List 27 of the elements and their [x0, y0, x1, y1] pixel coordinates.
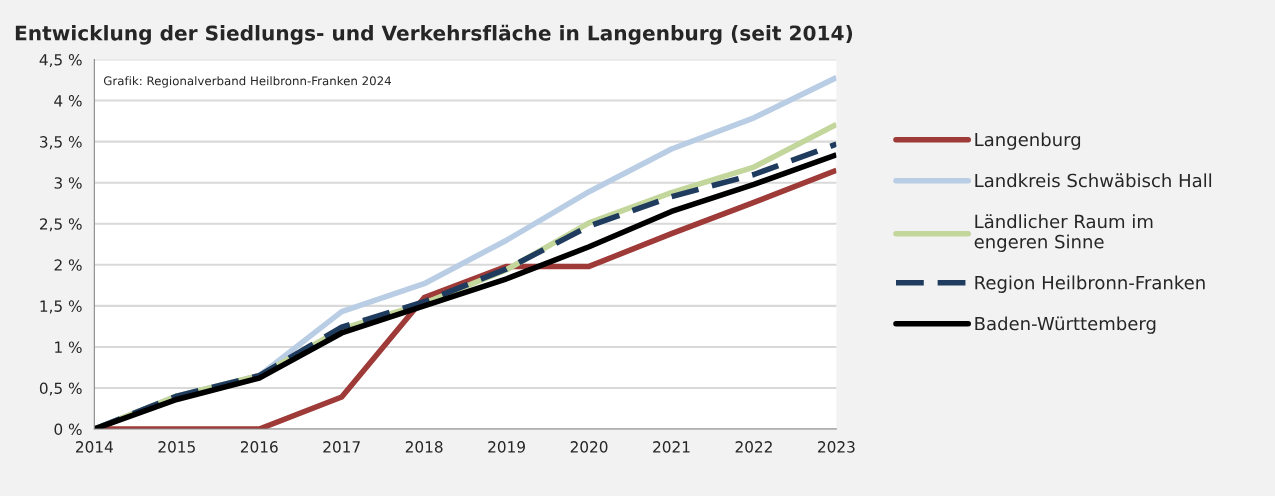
legend-label: Baden-Württemberg	[975, 316, 1156, 334]
legend-label: Region Heilbronn-Franken	[975, 275, 1205, 293]
x-tick-label: 2019	[488, 441, 525, 453]
y-tick-label: 0 %	[54, 423, 82, 436]
chart-title: Entwicklung der Siedlungs- und Verkehrsfläche in Langenburg (seit 2014)	[15, 24, 853, 45]
x-tick-label: 2020	[570, 441, 608, 453]
legend-label: Langenburg	[975, 132, 1081, 150]
y-tick-label: 3 %	[54, 177, 82, 189]
x-tick-label: 2017	[323, 441, 360, 453]
y-tick-label: 0,5 %	[39, 382, 82, 396]
y-tick-label: 4,5 %	[39, 53, 82, 68]
x-tick-label: 2023	[818, 441, 855, 453]
y-tick-label: 1,5 %	[40, 300, 82, 314]
x-tick-label: 2016	[240, 441, 278, 453]
x-tick-label: 2015	[158, 441, 195, 453]
x-tick-label: 2021	[653, 441, 690, 453]
y-tick-label: 2,5 %	[40, 218, 82, 232]
x-tick-label: 2018	[405, 441, 443, 453]
y-tick-label: 1 %	[55, 341, 82, 353]
x-tick-label: 2022	[735, 441, 772, 453]
annotation: Grafik: Regionalverband Heilbronn-Franken 2024	[103, 76, 391, 88]
legend-label: Ländlicher Raum im engeren Sinne	[974, 214, 1153, 252]
x-tick-label: 2014	[76, 441, 113, 453]
y-tick-label: 3,5 %	[40, 136, 82, 150]
y-tick-label: 2 %	[54, 259, 82, 271]
y-tick-label: 4 %	[54, 95, 82, 107]
legend-label: Landkreis Schwäbisch Hall	[975, 173, 1212, 188]
